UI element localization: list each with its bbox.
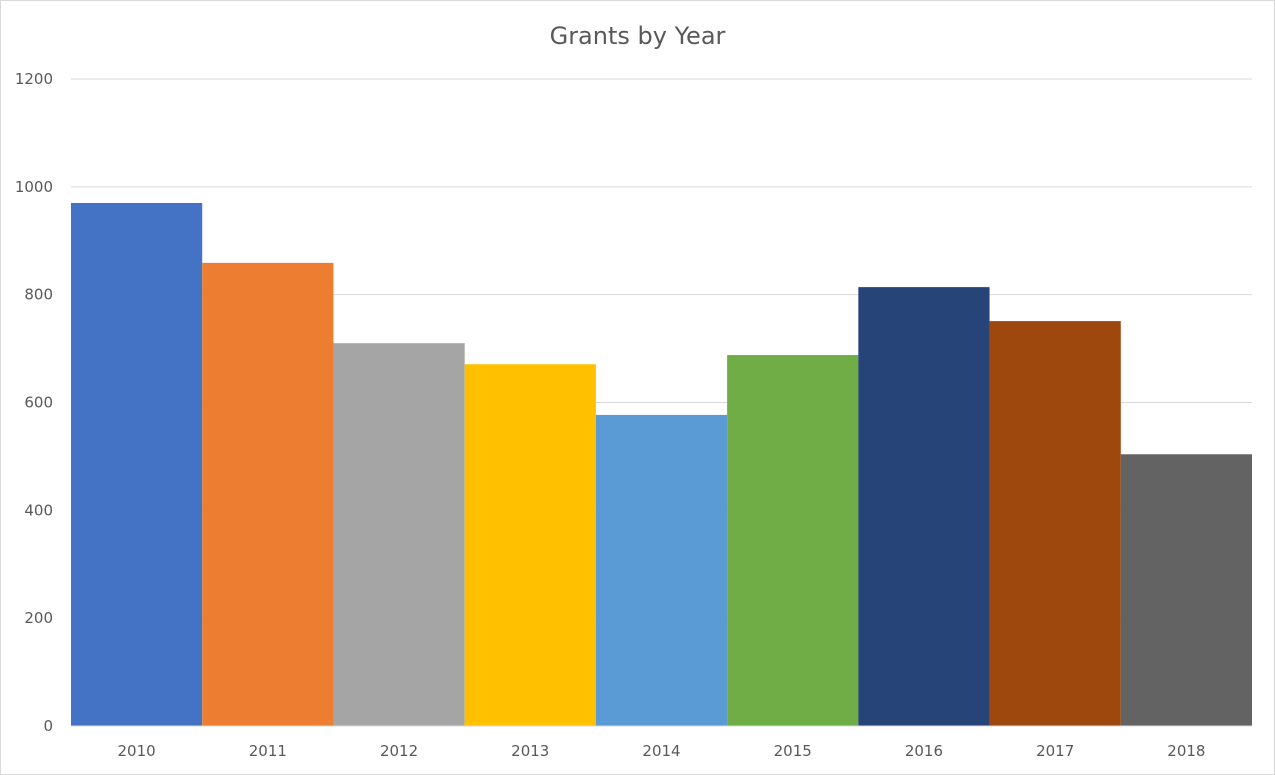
x-tick-label: 2012 <box>380 742 418 760</box>
bar-2012 <box>333 343 465 726</box>
y-tick-label: 0 <box>43 717 53 735</box>
x-tick-label: 2016 <box>905 742 943 760</box>
x-tick-label: 2015 <box>774 742 812 760</box>
x-tick-label: 2011 <box>249 742 287 760</box>
y-tick-label: 600 <box>24 394 53 412</box>
x-tick-label: 2018 <box>1167 742 1205 760</box>
bar-2014 <box>595 414 728 726</box>
y-tick-label: 800 <box>24 286 53 304</box>
x-tick-label: 2017 <box>1036 742 1074 760</box>
y-axis-ticks: 0 200 400 600 800 1000 1200 <box>15 70 53 735</box>
bar-2016 <box>858 287 990 726</box>
bar-2018 <box>1120 454 1252 726</box>
y-tick-label: 200 <box>24 609 53 627</box>
bar-2011 <box>202 262 334 726</box>
chart-title: Grants by Year <box>549 22 726 50</box>
x-tick-label: 2013 <box>511 742 549 760</box>
y-tick-label: 400 <box>24 501 53 519</box>
y-tick-label: 1000 <box>15 178 53 196</box>
x-tick-label: 2014 <box>642 742 680 760</box>
bar-2015 <box>727 355 859 726</box>
bar-2013 <box>464 364 596 726</box>
bar-2010 <box>71 203 203 727</box>
x-tick-label: 2010 <box>118 742 156 760</box>
x-axis-ticks: 2010 2011 2012 2013 2014 2015 2016 2017 2018 <box>118 742 1206 760</box>
bars <box>71 203 1252 727</box>
y-tick-label: 1200 <box>15 70 53 88</box>
bar-2017 <box>989 321 1121 726</box>
